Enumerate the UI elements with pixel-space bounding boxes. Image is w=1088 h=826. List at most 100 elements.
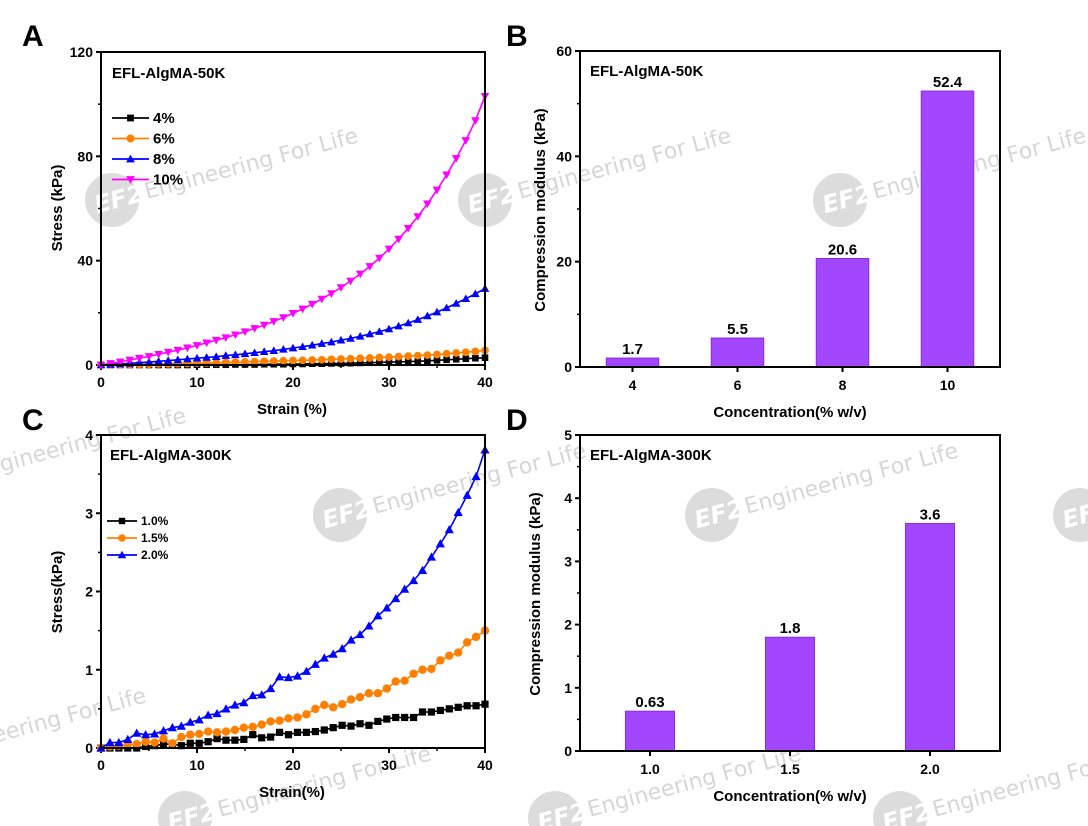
legend-item: 4% (112, 110, 175, 127)
panel-A-data-point (327, 337, 336, 346)
panel-C-axes-frame (100, 434, 486, 749)
panel-A-data-point (250, 357, 259, 366)
panel-C-data-point (355, 692, 365, 702)
panel-D-y-tick-label: 5 (564, 427, 572, 443)
panel-A-data-point (298, 342, 307, 351)
watermark-logo-icon (813, 173, 867, 227)
panel-A-data-point (183, 354, 192, 363)
panel-c-y-axis-title: Stress(kPa) (49, 551, 66, 634)
panel-A-data-point (298, 305, 307, 314)
panel-A-data-point (279, 314, 288, 322)
legend-item: 2.0% (107, 548, 169, 562)
panel-C-data-point (382, 684, 391, 693)
panel-C-series-line (100, 629, 486, 749)
panel-D-bar-1.0 (625, 710, 675, 752)
panel-C-data-point (427, 664, 436, 674)
watermark-text: Engineering For Life (0, 684, 149, 765)
panel-A-data-point (346, 277, 355, 286)
panel-C-data-point (445, 705, 453, 713)
panel-C-data-point (311, 727, 319, 736)
panel-A-series-10% (96, 93, 490, 370)
panel-a-stress-strain-50k: A EFL-AlgMA-50K Strain (%) Stress (kPa) … (22, 20, 493, 418)
panel-C-data-point (409, 669, 418, 678)
panel-A-data-point (366, 359, 374, 366)
panel-C-data-point (382, 603, 392, 612)
panel-d-modulus-300k: D EFL-AlgMA-300K Concentration(% w/v) Co… (506, 404, 1001, 805)
panel-A-data-point (337, 355, 345, 363)
panel-C-y-tick-label: 3 (85, 505, 93, 521)
panel-B-bar-data-label: 52.4 (933, 74, 963, 91)
panel-A-data-point (318, 360, 326, 367)
panel-C-data-point (284, 731, 293, 739)
panel-A-data-point (259, 321, 269, 330)
panel-C-data-point (186, 739, 194, 747)
panel-A-data-point (202, 339, 211, 348)
panel-A-data-point (154, 351, 163, 359)
panel-C-data-point (194, 715, 204, 724)
panel-C-data-point (445, 651, 454, 660)
panel-A-x-tick-label: 20 (285, 374, 301, 390)
panel-letter-d: D (506, 404, 528, 437)
panel-D-axes-frame (579, 434, 1001, 752)
panel-A-data-point (106, 360, 115, 368)
panel-A-data-point (356, 354, 365, 363)
panel-A-axes-frame (100, 51, 486, 366)
panel-C-data-point (203, 727, 213, 736)
panel-A-data-point (413, 351, 422, 360)
panel-C-x-tick-label: 30 (381, 757, 397, 773)
panel-C-data-point (346, 635, 356, 644)
panel-A-data-point (394, 321, 403, 330)
panel-A-data-point (231, 350, 240, 359)
panel-A-data-point (289, 356, 297, 365)
panel-A-data-point (307, 300, 317, 309)
legend-marker (117, 550, 127, 559)
panel-B-y-tick-label: 20 (556, 254, 572, 270)
panel-C-data-point (222, 736, 230, 744)
panel-C-data-point (248, 690, 258, 700)
legend-marker (126, 134, 135, 143)
panel-C-data-point (436, 706, 444, 715)
panel-A-y-tick-label: 0 (85, 357, 93, 373)
panel-C-data-point (132, 739, 141, 749)
panel-A-data-point (163, 348, 173, 357)
panel-c-stress-strain-300k: C EFL-AlgMA-300K Strain(%) Stress(kPa) 0… (22, 404, 493, 801)
panel-C-data-point (231, 736, 239, 744)
panel-D-bar-data-label: 1.8 (780, 620, 801, 637)
panel-C-data-point (427, 708, 436, 716)
panel-B-x-tick-label: 8 (839, 377, 847, 393)
panel-A-data-point (241, 357, 249, 366)
panel-C-data-point (417, 565, 428, 574)
panel-D-y-tick-label: 0 (564, 743, 572, 759)
panel-A-data-point (336, 335, 346, 344)
panel-C-series-2.0% (96, 445, 490, 752)
panel-C-data-point (373, 611, 383, 620)
panel-C-data-point (267, 733, 275, 741)
panel-C-data-point (471, 632, 481, 642)
panel-C-data-point (418, 665, 427, 674)
panel-A-data-point (443, 356, 450, 364)
panel-A-data-point (423, 200, 432, 209)
panel-A-x-tick-label: 0 (97, 374, 105, 390)
panel-C-data-point (221, 704, 231, 713)
panel-C-data-point (230, 700, 240, 709)
panel-A-data-point (424, 357, 431, 365)
panel-letter-b: B (506, 20, 528, 53)
panel-B-bar-8 (815, 258, 870, 368)
panel-C-data-point (204, 738, 212, 746)
panel-c-annotation: EFL-AlgMA-300K (110, 447, 232, 464)
panel-A-data-point (413, 213, 423, 221)
watermark-logo-icon (1053, 488, 1088, 542)
panel-B-axes-frame (579, 50, 1001, 368)
panel-B-bar-data-label: 20.6 (828, 242, 857, 259)
panel-C-data-point (409, 713, 418, 722)
panel-C-data-point (275, 728, 284, 736)
panel-A-data-point (144, 357, 154, 366)
legend-label: 8% (153, 151, 175, 168)
panel-C-data-point (292, 671, 303, 680)
panel-C-data-point (346, 695, 356, 704)
panel-A-data-point (240, 349, 250, 358)
panel-C-data-point (203, 710, 213, 719)
